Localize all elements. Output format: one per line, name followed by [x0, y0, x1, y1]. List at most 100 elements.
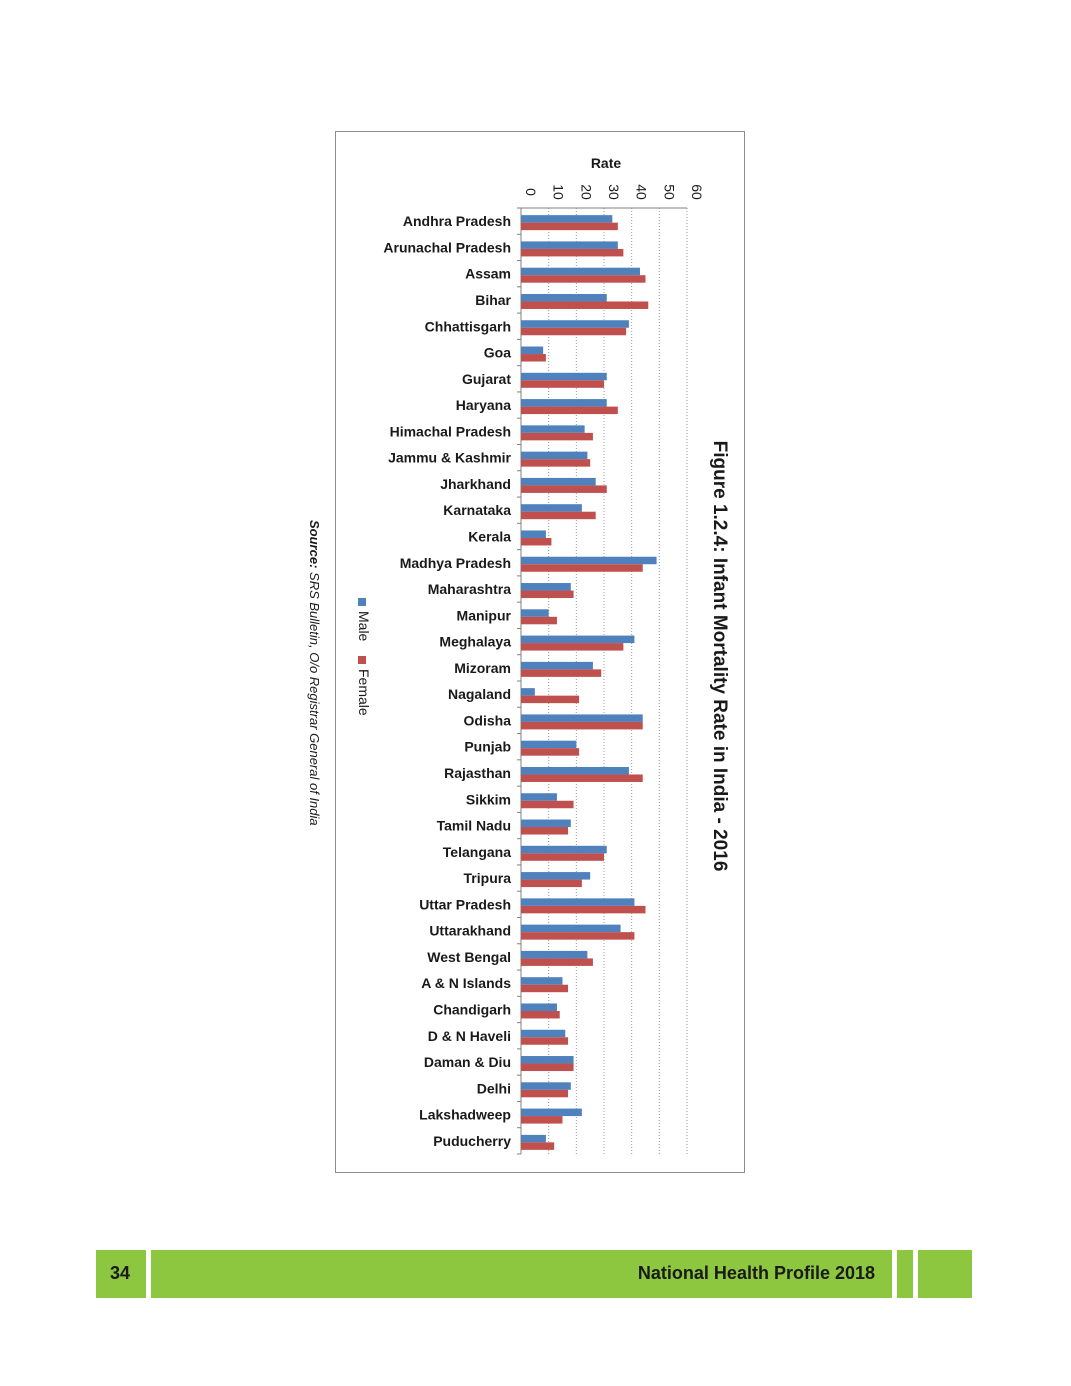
- bar-female: [521, 485, 607, 493]
- category-label: Rajasthan: [444, 765, 511, 781]
- x-axis-title: Rate: [591, 155, 622, 171]
- category-label: Himachal Pradesh: [390, 423, 511, 439]
- bar-male: [521, 241, 618, 249]
- category-label: Tamil Nadu: [437, 818, 511, 834]
- source-label: Source:: [307, 520, 322, 568]
- bar-male: [521, 766, 629, 775]
- bar-male: [521, 293, 607, 302]
- bar-male: [521, 451, 588, 460]
- bar-female: [521, 616, 557, 625]
- category-label: Telangana: [443, 844, 511, 860]
- legend-label-female: Female: [356, 669, 372, 716]
- bar-female: [521, 643, 624, 651]
- gridlines: [548, 208, 688, 1154]
- category-label: Delhi: [477, 1080, 511, 1096]
- category-label: Sikkim: [466, 791, 511, 807]
- bar-female: [521, 432, 593, 441]
- source-note: Source: SRS Bulletin, O/o Registrar Gene…: [307, 520, 322, 826]
- bar-female: [521, 1089, 569, 1098]
- category-label: Uttar Pradesh: [419, 896, 511, 912]
- bar-male: [521, 1082, 571, 1090]
- category-label: Andhra Pradesh: [403, 213, 511, 229]
- bar-male: [521, 1134, 546, 1143]
- bar-male: [521, 977, 563, 985]
- tick-label: 50: [661, 184, 677, 200]
- category-label: Assam: [465, 266, 511, 282]
- footer-divider: [913, 1250, 918, 1298]
- category-label: Madhya Pradesh: [400, 555, 511, 571]
- bar-female: [521, 1116, 563, 1124]
- bar-female: [521, 984, 569, 993]
- bar-male: [521, 872, 591, 880]
- bar-female: [521, 380, 604, 388]
- bar-male: [521, 793, 557, 801]
- bar-male: [521, 1108, 582, 1117]
- bar-female: [521, 774, 643, 782]
- category-label: West Bengal: [427, 949, 511, 965]
- bar-male: [521, 372, 607, 381]
- category-label: Haryana: [456, 397, 511, 413]
- legend: Male Female: [356, 598, 372, 716]
- bar-male: [521, 477, 596, 486]
- category-label: Gujarat: [462, 371, 511, 387]
- category-label: Daman & Diu: [424, 1054, 511, 1070]
- bar-male: [521, 346, 544, 355]
- footer-divider: [892, 1250, 897, 1298]
- bar-female: [521, 827, 569, 835]
- category-labels: Andhra Pradesh Arunachal Pradesh Assam Biha…: [383, 213, 511, 1149]
- category-label: Chandigarh: [433, 1001, 511, 1017]
- category-label: Lakshadweep: [419, 1107, 511, 1123]
- bar-male: [521, 819, 571, 828]
- category-label: Mizoram: [454, 660, 511, 676]
- category-label: Jammu & Kashmir: [388, 450, 511, 466]
- category-label: Jharkhand: [440, 476, 511, 492]
- bar-male: [521, 320, 629, 328]
- category-label: Tripura: [464, 870, 512, 886]
- category-label: Maharashtra: [428, 581, 511, 597]
- bar-male: [521, 583, 571, 591]
- bar-female: [521, 1063, 574, 1072]
- bar-male: [521, 267, 640, 276]
- tick-label: 40: [634, 184, 650, 200]
- bar-female: [521, 406, 618, 415]
- bar-female: [521, 301, 649, 309]
- bar-male: [521, 530, 546, 538]
- source-text: Source: SRS Bulletin, O/o Registrar Gene…: [307, 520, 322, 826]
- bar-male: [521, 635, 635, 644]
- bar-female: [521, 1037, 569, 1045]
- bar-female: [521, 748, 580, 756]
- category-label: Karnataka: [443, 502, 511, 518]
- category-label: A & N Islands: [421, 975, 511, 991]
- bar-male: [521, 714, 643, 722]
- tick-label: 60: [689, 184, 705, 200]
- tick-label: 10: [551, 184, 567, 200]
- bar-female: [521, 564, 643, 572]
- category-label: Uttarakhand: [429, 923, 511, 939]
- bar-female: [521, 695, 580, 704]
- bar-male: [521, 898, 635, 906]
- bar-female: [521, 459, 591, 467]
- bar-female: [521, 275, 646, 283]
- tick-label: 20: [578, 184, 594, 200]
- category-label: Punjab: [464, 739, 511, 755]
- bar-female: [521, 721, 643, 730]
- bar-female: [521, 1010, 560, 1019]
- bar-female: [521, 958, 593, 966]
- bar-female: [521, 222, 618, 231]
- bar-female: [521, 590, 574, 599]
- bar-female: [521, 879, 582, 888]
- bar-male: [521, 504, 582, 512]
- bar-female: [521, 669, 602, 677]
- category-label: Meghalaya: [439, 634, 511, 650]
- tick-labels: 0 10 20 30 40 50 60: [523, 184, 705, 200]
- bar-female: [521, 511, 596, 520]
- bar-male: [521, 950, 588, 959]
- legend-label-male: Male: [356, 611, 372, 642]
- category-label: Nagaland: [448, 686, 511, 702]
- bar-male: [521, 399, 607, 407]
- category-label: Manipur: [457, 607, 512, 623]
- footer-divider: [146, 1250, 151, 1298]
- chart-title: Figure 1.2.4: Infant Mortality Rate in I…: [709, 441, 730, 872]
- bar-male: [521, 1056, 574, 1064]
- bar-male: [521, 1003, 557, 1011]
